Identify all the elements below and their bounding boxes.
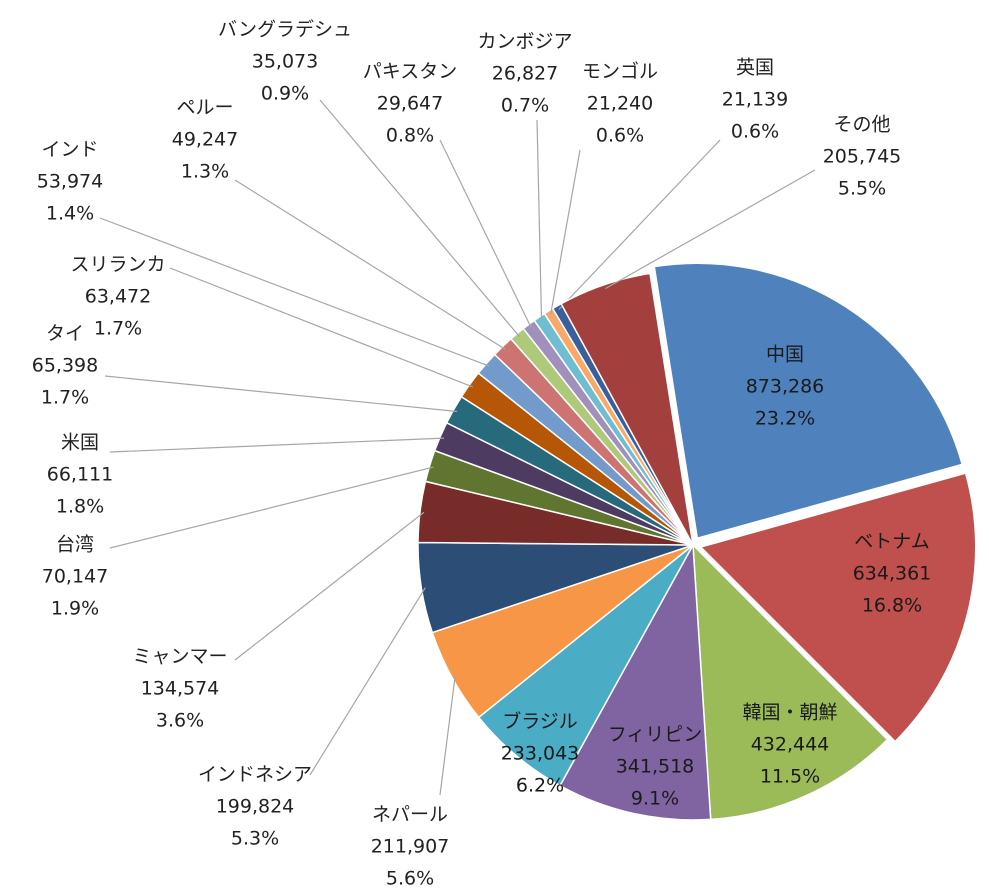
leader-line: [169, 267, 474, 388]
value-label: 35,073: [252, 51, 318, 73]
slice-label: ミャンマー: [132, 646, 227, 668]
percent-label: 5.6%: [386, 868, 434, 890]
slice-label: インドネシア: [198, 764, 312, 786]
value-label: 199,824: [216, 796, 295, 818]
slice-label: パキスタン: [363, 61, 457, 83]
leader-line: [99, 217, 490, 367]
leader-line: [234, 179, 506, 350]
leader-line: [605, 169, 816, 290]
percent-label: 0.6%: [731, 121, 779, 143]
value-label: 432,444: [751, 734, 830, 756]
leader-line: [109, 466, 434, 549]
percent-label: 11.5%: [760, 766, 820, 788]
percent-label: 1.8%: [56, 496, 104, 518]
value-label: 634,361: [853, 563, 932, 585]
value-label: 873,286: [746, 376, 825, 398]
value-label: 134,574: [141, 678, 220, 700]
slice: [560, 272, 694, 546]
percent-label: 3.6%: [156, 710, 204, 732]
value-label: 49,247: [172, 129, 238, 151]
slice-label: タイ: [46, 323, 84, 345]
percent-label: 23.2%: [755, 408, 815, 430]
percent-label: 1.7%: [94, 318, 142, 340]
slice: [653, 262, 964, 540]
percent-label: 9.1%: [631, 788, 679, 810]
value-label: 233,043: [501, 743, 580, 765]
slice-label: 韓国・朝鮮: [742, 702, 837, 724]
slice-label: 米国: [61, 432, 99, 454]
slice-label: フィリピン: [608, 724, 703, 746]
percent-label: 1.4%: [46, 203, 94, 225]
slice: [558, 542, 712, 821]
percent-label: 6.2%: [516, 775, 564, 797]
leader-line: [536, 119, 543, 321]
slice-label: インド: [41, 139, 98, 161]
slice-label: スリランカ: [70, 254, 165, 276]
slice-label: ブラジル: [502, 710, 578, 733]
percent-label: 1.3%: [181, 161, 229, 183]
slice-label: その他: [833, 114, 890, 136]
value-label: 65,398: [32, 355, 98, 377]
slice: [699, 472, 977, 743]
slice-label: バングラデシュ: [218, 19, 352, 41]
percent-label: 1.9%: [51, 598, 99, 620]
value-label: 70,147: [42, 566, 108, 588]
value-label: 341,518: [616, 756, 695, 778]
percent-label: 0.8%: [386, 125, 434, 147]
leader-line: [558, 139, 721, 310]
value-label: 205,745: [823, 146, 902, 168]
percent-label: 1.7%: [41, 387, 89, 409]
percent-label: 5.5%: [838, 178, 886, 200]
percent-label: 16.8%: [862, 595, 922, 617]
leader-line: [309, 587, 426, 776]
slice-label: カンボジア: [477, 31, 572, 53]
value-label: 21,240: [587, 93, 653, 115]
value-label: 53,974: [37, 171, 103, 193]
percent-label: 0.7%: [501, 95, 549, 117]
leader-line: [234, 511, 425, 661]
slice-label: 中国: [766, 344, 804, 366]
slice-label: 台湾: [56, 534, 94, 556]
slice-label: ベトナム: [854, 531, 929, 553]
leader-line: [550, 149, 581, 315]
value-label: 29,647: [377, 93, 443, 115]
percent-label: 5.3%: [231, 828, 279, 850]
slice-label: ネパール: [372, 804, 448, 826]
value-label: 211,907: [371, 836, 450, 858]
leader-line: [439, 675, 456, 796]
value-label: 63,472: [85, 286, 151, 308]
value-label: 21,139: [722, 89, 788, 111]
value-label: 66,111: [47, 464, 113, 486]
slice-label: モンゴル: [582, 61, 658, 83]
leader-line: [104, 375, 458, 413]
leader-line: [439, 139, 532, 328]
slice-label: 英国: [736, 57, 774, 79]
slice: [692, 543, 889, 821]
slice-label: ペルー: [176, 97, 233, 119]
percent-label: 0.6%: [596, 125, 644, 147]
leader-line: [319, 99, 521, 338]
leader-line: [109, 437, 444, 453]
percent-label: 0.9%: [261, 83, 309, 105]
value-label: 26,827: [492, 63, 558, 85]
